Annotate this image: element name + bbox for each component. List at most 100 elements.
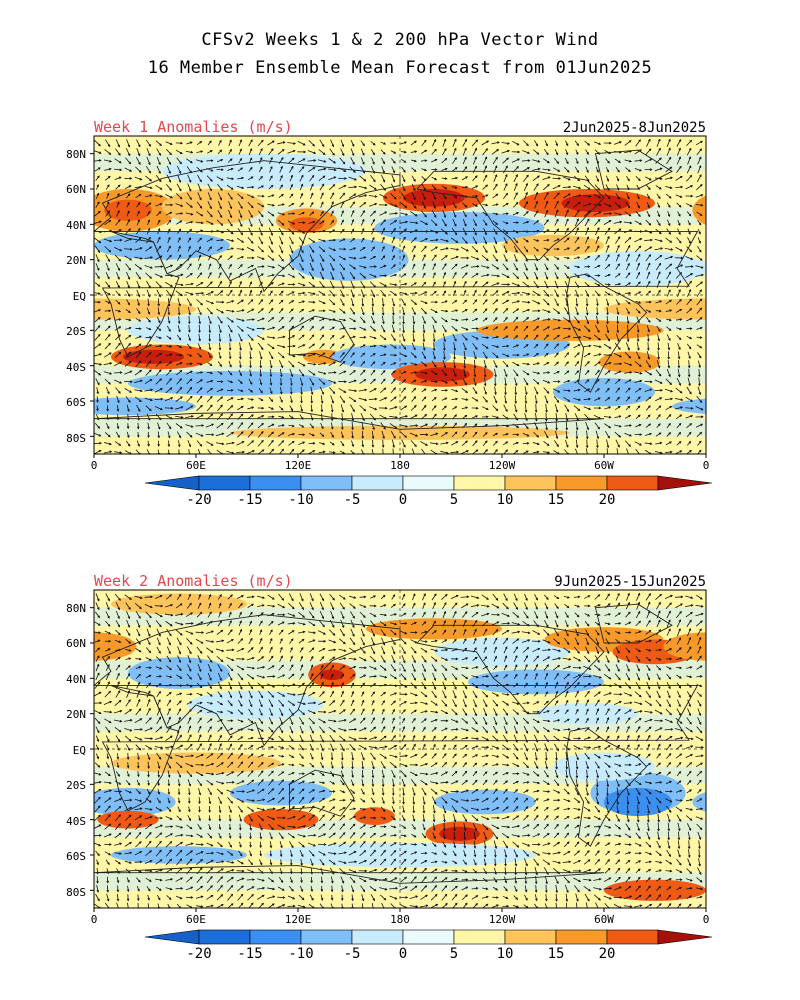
wind-vector-head bbox=[607, 254, 610, 257]
wind-vector-head bbox=[290, 391, 293, 395]
wind-vector bbox=[534, 271, 538, 280]
wind-vector bbox=[595, 324, 600, 333]
wind-vector-head bbox=[424, 168, 427, 172]
wind-vector-head bbox=[149, 276, 152, 279]
wind-vector bbox=[555, 412, 558, 421]
wind-vector bbox=[400, 141, 407, 145]
wind-vector bbox=[645, 396, 651, 402]
wind-vector bbox=[104, 246, 111, 253]
wind-vector-head bbox=[474, 280, 478, 284]
wind-vector-head bbox=[445, 309, 449, 313]
wind-vector-head bbox=[331, 442, 335, 446]
wind-vector-head bbox=[637, 348, 640, 351]
wind-vector bbox=[514, 386, 517, 395]
wind-vector-head bbox=[536, 434, 540, 438]
wind-vector bbox=[267, 211, 274, 217]
wind-vector-head bbox=[311, 250, 315, 253]
wind-vector bbox=[470, 595, 479, 599]
wind-vector bbox=[94, 631, 101, 634]
wind-vector bbox=[268, 396, 273, 402]
wind-vector-head bbox=[516, 425, 520, 428]
wind-vector bbox=[217, 316, 223, 324]
wind-vector bbox=[421, 140, 427, 147]
wind-vector bbox=[113, 372, 122, 374]
wind-vector-head bbox=[147, 219, 151, 223]
wind-vector bbox=[165, 141, 173, 145]
wind-vector-head bbox=[585, 436, 589, 440]
wind-vector bbox=[696, 174, 702, 183]
wind-vector bbox=[146, 148, 151, 156]
wind-vector bbox=[165, 353, 172, 357]
wind-vector-head bbox=[678, 619, 681, 623]
wind-vector bbox=[523, 602, 528, 610]
wind-vector bbox=[277, 424, 285, 427]
wind-vector bbox=[237, 398, 244, 401]
wind-vector bbox=[328, 247, 336, 251]
wind-vector-head bbox=[281, 193, 284, 197]
wind-vector-head bbox=[516, 441, 519, 445]
wind-vector bbox=[115, 309, 121, 313]
wind-vector bbox=[665, 263, 672, 270]
wind-vector bbox=[401, 603, 406, 609]
wind-vector bbox=[441, 405, 447, 411]
wind-vector-head bbox=[374, 407, 378, 411]
wind-vector-head bbox=[567, 177, 571, 181]
wind-vector bbox=[329, 192, 335, 200]
wind-vector-head bbox=[342, 361, 346, 364]
wind-vector bbox=[613, 212, 622, 216]
wind-vector bbox=[134, 396, 142, 402]
wind-vector bbox=[522, 221, 529, 224]
wind-vector-head bbox=[220, 158, 224, 162]
wind-vector-head bbox=[261, 265, 265, 268]
wind-vector bbox=[513, 263, 518, 271]
wind-vector bbox=[227, 158, 233, 163]
wind-vector bbox=[227, 168, 233, 171]
wind-vector bbox=[339, 602, 345, 610]
wind-vector bbox=[400, 273, 406, 278]
wind-vector bbox=[125, 629, 131, 636]
wind-vector-head bbox=[485, 184, 488, 188]
wind-vector bbox=[318, 300, 326, 304]
wind-vector-head bbox=[608, 204, 612, 207]
wind-vector bbox=[474, 368, 476, 377]
wind-vector-head bbox=[343, 185, 347, 188]
wind-vector-head bbox=[598, 195, 602, 199]
wind-vector-head bbox=[647, 339, 650, 342]
wind-vector-head bbox=[415, 221, 419, 225]
wind-vector-head bbox=[505, 192, 508, 196]
wind-vector-head bbox=[169, 361, 173, 364]
wind-vector bbox=[696, 289, 702, 297]
wind-vector bbox=[228, 149, 232, 155]
wind-vector bbox=[125, 157, 131, 164]
wind-vector-head bbox=[403, 379, 406, 382]
wind-vector bbox=[94, 432, 101, 437]
wind-vector-head bbox=[586, 312, 589, 316]
wind-vector bbox=[645, 219, 651, 226]
wind-vector-head bbox=[98, 210, 101, 214]
wind-vector bbox=[665, 299, 672, 305]
coastline bbox=[566, 273, 648, 393]
wind-vector bbox=[308, 281, 315, 288]
wind-vector-head bbox=[351, 209, 355, 213]
wind-vector bbox=[370, 353, 376, 357]
wind-vector bbox=[187, 594, 191, 600]
wind-vector-head bbox=[638, 301, 642, 304]
wind-vector-head bbox=[689, 139, 693, 143]
wind-vector bbox=[664, 256, 673, 260]
wind-vector-head bbox=[198, 602, 202, 606]
wind-vector bbox=[564, 307, 570, 315]
wind-vector bbox=[339, 352, 345, 358]
wind-vector-head bbox=[149, 186, 153, 189]
wind-vector-head bbox=[444, 177, 448, 180]
wind-vector-head bbox=[497, 274, 500, 278]
wind-vector-head bbox=[209, 197, 212, 201]
wind-vector bbox=[432, 263, 436, 270]
wind-vector-head bbox=[526, 450, 529, 453]
wind-vector-head bbox=[434, 177, 438, 181]
wind-vector-head bbox=[628, 444, 631, 447]
wind-vector-head bbox=[381, 312, 385, 316]
wind-vector-head bbox=[568, 327, 572, 331]
wind-vector bbox=[339, 395, 345, 403]
wind-vector-head bbox=[629, 363, 633, 366]
wind-vector bbox=[563, 317, 571, 323]
